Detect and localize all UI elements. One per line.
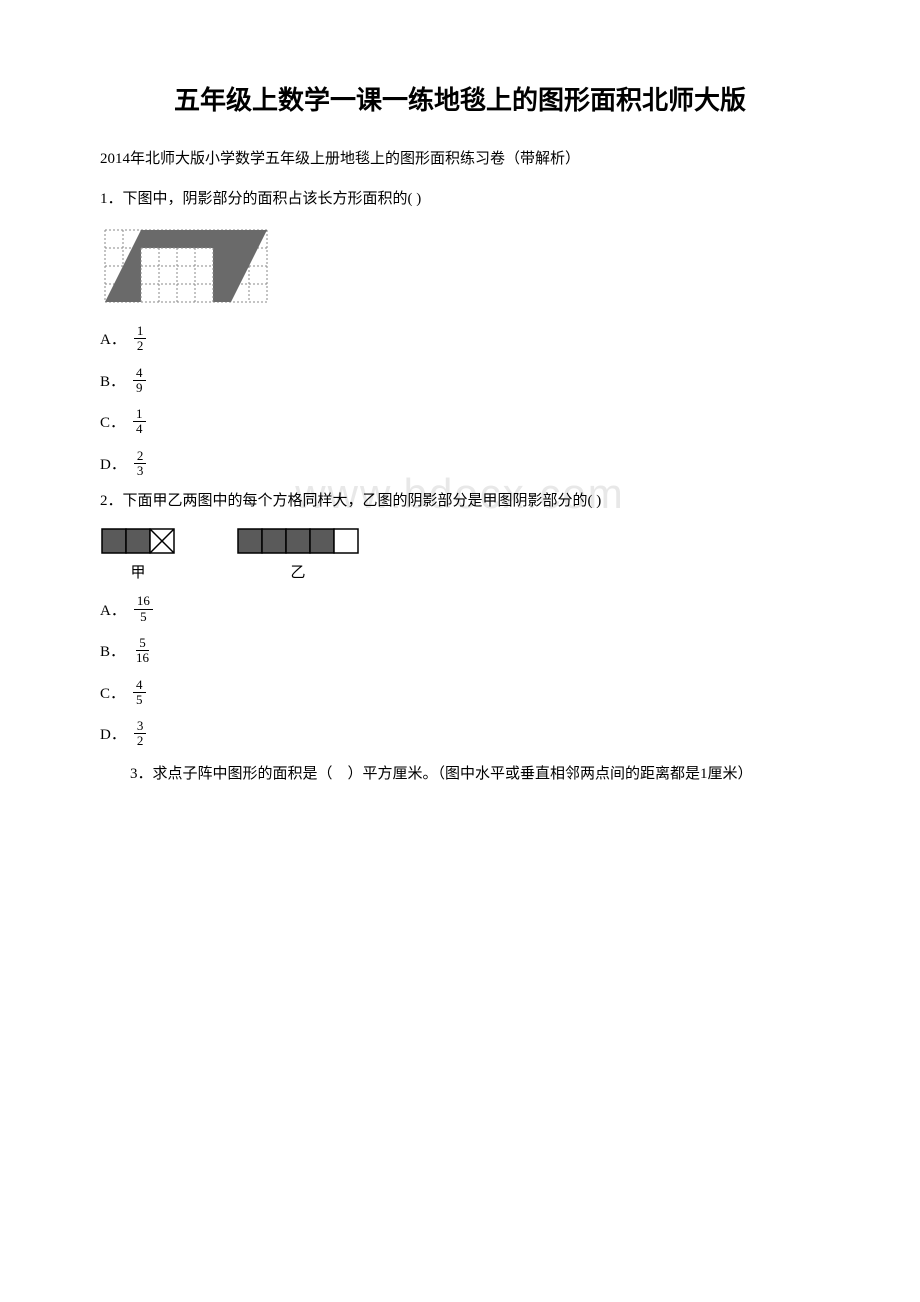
option-label: D． <box>100 723 126 744</box>
question-1-options: A． 12 B． 49 C． 14 D． 23 <box>100 324 820 478</box>
option: B． 49 <box>100 366 820 396</box>
fraction: 14 <box>133 407 146 437</box>
option: A． 165 <box>100 594 820 624</box>
question-2-figures: 甲 乙 <box>100 527 820 582</box>
option-label: B． <box>100 370 125 391</box>
question-1-figure <box>100 225 820 312</box>
option-label: A． <box>100 328 126 349</box>
fraction: 516 <box>133 636 152 666</box>
question-3-text: 3．求点子阵中图形的面积是（ ）平方厘米。（图中水平或垂直相邻两点间的距离都是1… <box>100 761 820 788</box>
option: B． 516 <box>100 636 820 666</box>
fraction: 45 <box>133 678 146 708</box>
subtitle: 2014年北师大版小学数学五年级上册地毯上的图形面积练习卷（带解析） <box>100 147 820 168</box>
figure-jia <box>100 527 176 555</box>
figure-yi <box>236 527 360 555</box>
question-2-text: 2．下面甲乙两图中的每个方格同样大，乙图的阴影部分是甲图阴影部分的( ) <box>100 488 820 515</box>
option: D． 23 <box>100 449 820 479</box>
question-1-text: 1．下图中，阴影部分的面积占该长方形面积的( ) <box>100 186 820 213</box>
option: C． 45 <box>100 678 820 708</box>
figure-yi-label: 乙 <box>290 561 305 582</box>
option: A． 12 <box>100 324 820 354</box>
option-label: A． <box>100 599 126 620</box>
option-label: C． <box>100 682 125 703</box>
fraction: 32 <box>134 719 147 749</box>
fraction: 49 <box>133 366 146 396</box>
fraction: 23 <box>134 449 147 479</box>
option-label: C． <box>100 411 125 432</box>
question-2-options: A． 165 B． 516 C． 45 D． 32 <box>100 594 820 748</box>
fraction: 165 <box>134 594 153 624</box>
option-label: D． <box>100 453 126 474</box>
option: D． 32 <box>100 719 820 749</box>
option: C． 14 <box>100 407 820 437</box>
option-label: B． <box>100 640 125 661</box>
page-title: 五年级上数学一课一练地毯上的图形面积北师大版 <box>100 80 820 117</box>
fraction: 12 <box>134 324 147 354</box>
figure-jia-label: 甲 <box>130 561 145 582</box>
